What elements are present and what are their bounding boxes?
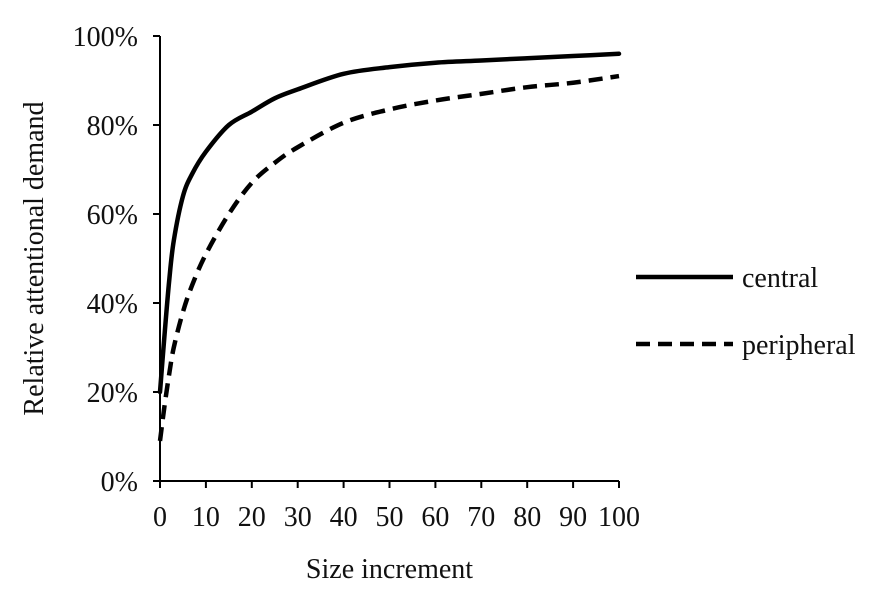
plot-area: 0% 20% 40% 60% 80% 100% 0 10 20 30 40 50 60 70 80 90 10… [73, 22, 640, 533]
x-tick-label: 30 [284, 502, 312, 533]
series-line-peripheral [157, 73, 620, 442]
y-tick-label: 100% [73, 22, 138, 53]
y-tick-label: 80% [87, 111, 138, 142]
series-line-central [157, 51, 622, 395]
legend-label-peripheral: peripheral [742, 330, 856, 361]
x-tick-label: 10 [192, 502, 220, 533]
y-axis-ticks: 0% 20% 40% 60% 80% 100% [73, 22, 160, 498]
x-tick-label: 60 [421, 502, 449, 533]
y-tick-label: 20% [87, 378, 138, 409]
legend-label-central: central [742, 263, 818, 294]
y-tick-label: 0% [101, 467, 138, 498]
x-tick-label: 90 [559, 502, 587, 533]
x-tick-label: 70 [467, 502, 495, 533]
series-layer [157, 51, 622, 442]
x-axis-title: Size increment [306, 554, 473, 585]
y-axis-title: Relative attentional demand [19, 101, 50, 415]
x-tick-label: 40 [330, 502, 358, 533]
y-tick-label: 40% [87, 289, 138, 320]
x-tick-label: 20 [238, 502, 266, 533]
x-tick-label: 100 [598, 502, 640, 533]
y-tick-label: 60% [87, 200, 138, 231]
x-tick-label: 0 [153, 502, 167, 533]
legend: central peripheral [636, 263, 856, 361]
x-tick-label: 50 [376, 502, 404, 533]
x-axis-ticks: 0 10 20 30 40 50 60 70 80 90 100 [153, 481, 640, 533]
x-tick-label: 80 [513, 502, 541, 533]
